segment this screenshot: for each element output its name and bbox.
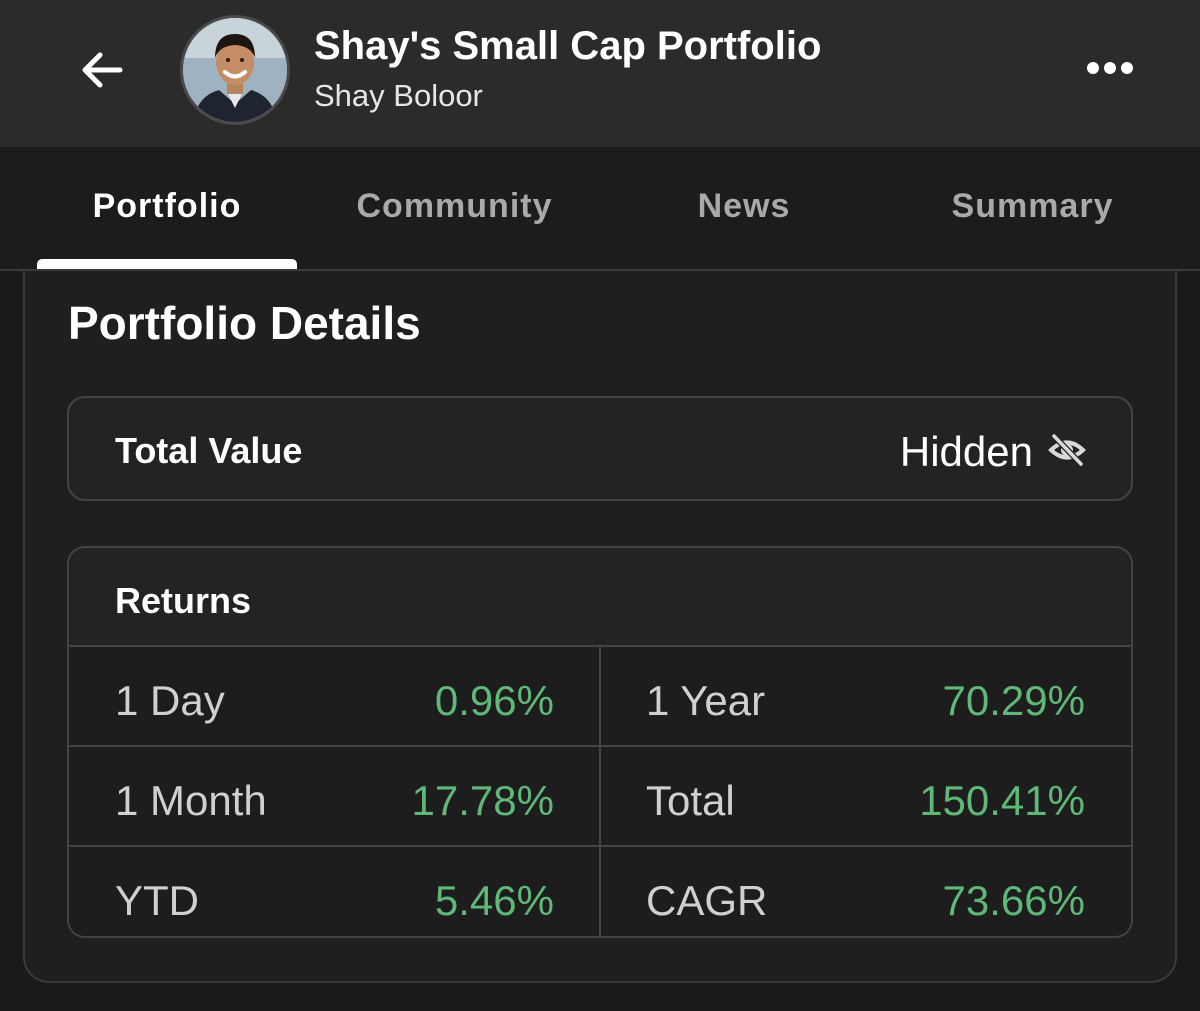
return-cell-total: Total 150.41%	[600, 747, 1131, 847]
column-divider	[599, 647, 601, 936]
tab-community[interactable]: Community	[356, 187, 553, 225]
tab-portfolio[interactable]: Portfolio	[92, 187, 242, 225]
return-cell-ytd: YTD 5.46%	[69, 847, 600, 936]
tab-summary[interactable]: Summary	[951, 187, 1114, 225]
total-value: Hidden	[899, 428, 1033, 475]
owner-name[interactable]: Shay Boloor	[314, 78, 483, 113]
return-cell-1-month: 1 Month 17.78%	[69, 747, 600, 847]
return-cell-1-year: 1 Year 70.29%	[600, 647, 1131, 747]
return-cell-cagr: CAGR 73.66%	[600, 847, 1131, 936]
returns-title: Returns	[115, 580, 252, 621]
return-label: 1 Day	[115, 677, 225, 724]
more-options-button[interactable]	[1080, 48, 1140, 88]
returns-panel: Returns 1 Day 0.96% 1 Year 70.29% 1 Mont…	[67, 546, 1133, 938]
total-value-row: Total Value Hidden	[67, 396, 1133, 501]
app-header: Shay's Small Cap Portfolio Shay Boloor	[0, 0, 1200, 147]
section-title: Portfolio Details	[68, 297, 421, 349]
tab-bar: Portfolio Community News Summary	[0, 147, 1200, 271]
return-label: CAGR	[646, 877, 768, 924]
row-divider	[69, 745, 1131, 747]
more-dots-icon	[1087, 62, 1133, 74]
return-value: 5.46%	[434, 877, 554, 924]
return-value: 73.66%	[942, 877, 1085, 924]
return-label: Total	[646, 777, 735, 824]
return-value: 150.41%	[919, 777, 1085, 824]
row-divider	[69, 845, 1131, 847]
return-label: YTD	[115, 877, 199, 924]
return-value: 17.78%	[411, 777, 554, 824]
return-value: 0.96%	[434, 677, 554, 724]
arrow-left-icon	[82, 52, 123, 88]
return-value: 70.29%	[942, 677, 1085, 724]
return-label: 1 Month	[115, 777, 267, 824]
total-value-label: Total Value	[115, 430, 303, 471]
active-tab-indicator	[37, 259, 297, 269]
back-button[interactable]	[70, 38, 134, 102]
toggle-visibility-button[interactable]	[1047, 430, 1087, 470]
portfolio-title: Shay's Small Cap Portfolio	[314, 24, 822, 68]
return-cell-1-day: 1 Day 0.96%	[69, 647, 600, 747]
profile-photo	[183, 18, 287, 122]
eye-off-icon	[1048, 433, 1086, 467]
avatar[interactable]	[180, 15, 290, 125]
returns-grid: 1 Day 0.96% 1 Year 70.29% 1 Month 17.78%…	[69, 645, 1131, 936]
return-label: 1 Year	[646, 677, 766, 724]
tab-news[interactable]: News	[697, 187, 791, 225]
